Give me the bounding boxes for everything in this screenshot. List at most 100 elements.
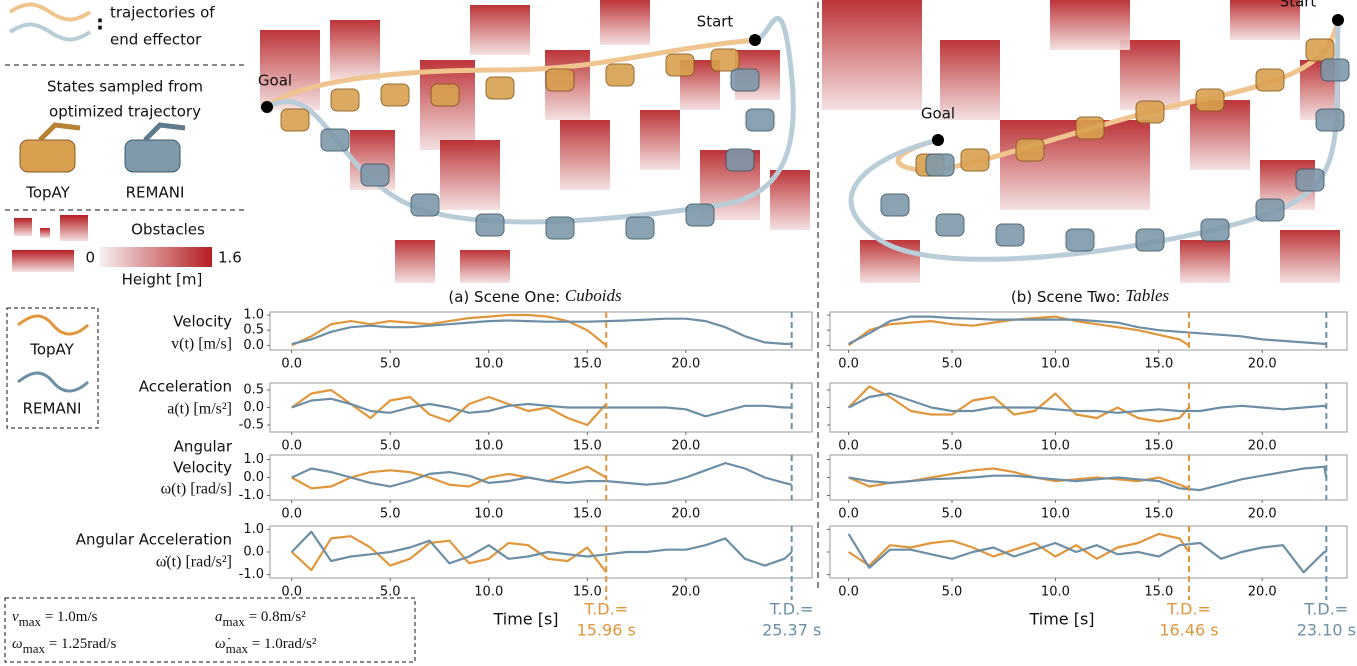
obstacle [1120, 40, 1180, 110]
x-tick-label: 10.0 [1041, 357, 1070, 372]
robot [331, 89, 359, 111]
obstacle [440, 140, 500, 210]
robot [1321, 59, 1349, 81]
y-tick-label: 0.0 [243, 400, 264, 415]
start-label: Start [697, 13, 734, 31]
x-tick-label: 20.0 [1248, 585, 1277, 600]
obstacle [470, 5, 530, 55]
x-tick-label: 0.0 [281, 585, 302, 600]
x-tick-label: 5.0 [380, 439, 401, 454]
constraint: ωmax = 1.25rad/s [12, 636, 117, 656]
x-tick-label: 10.0 [1041, 439, 1070, 454]
robot [321, 129, 349, 151]
colorbar-max: 1.6 [218, 249, 242, 267]
robot [361, 164, 389, 186]
y-tick-label: 1.0 [243, 452, 264, 467]
constraint: ω̇max = 1.0rad/s² [215, 636, 317, 656]
x-tick-label: 15.0 [573, 507, 602, 522]
series-line [849, 394, 1327, 413]
x-tick-label: 10.0 [474, 507, 503, 522]
obstacle-icon [60, 215, 88, 241]
legend-swatch [18, 373, 88, 391]
obstacle [395, 240, 435, 283]
row-label: a(t) [m/s²] [167, 401, 232, 418]
x-tick-label: 5.0 [942, 439, 963, 454]
scene-caption: (b) Scene Two: Tables [1011, 286, 1170, 306]
row-label: Angular Acceleration [76, 531, 232, 549]
obstacle [1280, 230, 1340, 283]
y-tick-label: 1.0 [243, 308, 264, 323]
colon: : [96, 11, 104, 35]
x-tick-label: 10.0 [474, 357, 503, 372]
row-label: ω(t) [rad/s] [161, 481, 232, 498]
legend-text: end effector [110, 31, 202, 49]
robot [686, 204, 714, 226]
robot [1066, 229, 1094, 251]
robot-icon [125, 140, 180, 172]
td-value: 23.10 s [1297, 621, 1356, 640]
plot-frame [270, 383, 812, 432]
x-tick-label: 0.0 [281, 357, 302, 372]
rhs: = 0.8m/s² [245, 609, 306, 625]
y-tick-label: 0.0 [243, 545, 264, 560]
robot [711, 49, 739, 71]
goal-dot [932, 134, 944, 146]
x-tick-label: 5.0 [942, 507, 963, 522]
legend-label: REMANI [23, 400, 82, 418]
robot [1076, 117, 1104, 139]
x-tick-label: 20.0 [1248, 357, 1277, 372]
x-tick-label: 20.0 [1248, 439, 1277, 454]
x-tick-label: 20.0 [671, 585, 700, 600]
rhs: = 1.25rad/s [45, 636, 117, 652]
plot-frame [830, 526, 1347, 578]
robot [431, 84, 459, 106]
colorbar-min: 0 [85, 249, 95, 267]
robot [626, 217, 654, 239]
td-label: T.D.= [769, 600, 814, 619]
legend-swatch [18, 316, 88, 334]
obstacle-icon [12, 250, 74, 272]
x-tick-label: 5.0 [380, 357, 401, 372]
legend-text: trajectories of [110, 4, 215, 22]
x-tick-label: 5.0 [380, 507, 401, 522]
robot [1136, 101, 1164, 123]
x-tick-label: 15.0 [573, 585, 602, 600]
series-line [849, 387, 1189, 422]
robot [1316, 109, 1344, 131]
figure: GoalStart(a) Scene One: CuboidsGoalStart… [0, 0, 1357, 666]
robot [726, 149, 754, 171]
robot [1136, 229, 1164, 251]
row-label: Velocity [173, 313, 232, 331]
traj-swatch [10, 25, 90, 40]
robot [546, 69, 574, 91]
robot [666, 54, 694, 76]
series-line [849, 317, 1327, 344]
x-tick-label: 15.0 [1144, 439, 1173, 454]
goal-dot [261, 101, 273, 113]
obstacle [1180, 240, 1230, 283]
x-tick-label: 10.0 [1041, 507, 1070, 522]
x-tick-label: 0.0 [838, 439, 859, 454]
symbol: ω [12, 636, 23, 652]
caption-em: Tables [1125, 286, 1169, 305]
x-tick-label: 5.0 [942, 357, 963, 372]
obstacle [1050, 0, 1130, 50]
x-tick-label: 5.0 [380, 585, 401, 600]
row-labels: Velocity v(t) [m/s] Acceleration a(t) [m… [76, 313, 233, 571]
series-line [292, 532, 792, 566]
x-tick-label: 10.0 [474, 439, 503, 454]
robot [1256, 199, 1284, 221]
obstacle [460, 250, 510, 283]
obstacle [640, 110, 680, 170]
y-tick-label: 0.0 [243, 338, 264, 353]
robot [936, 214, 964, 236]
legend-text: Obstacles [131, 221, 205, 239]
robot [926, 154, 954, 176]
td-label: T.D.= [583, 600, 628, 619]
robot [1196, 89, 1224, 111]
x-tick-label: 10.0 [474, 585, 503, 600]
series-line [292, 319, 792, 344]
robot [961, 149, 989, 171]
robot [606, 64, 634, 86]
plot-frame [270, 312, 812, 350]
